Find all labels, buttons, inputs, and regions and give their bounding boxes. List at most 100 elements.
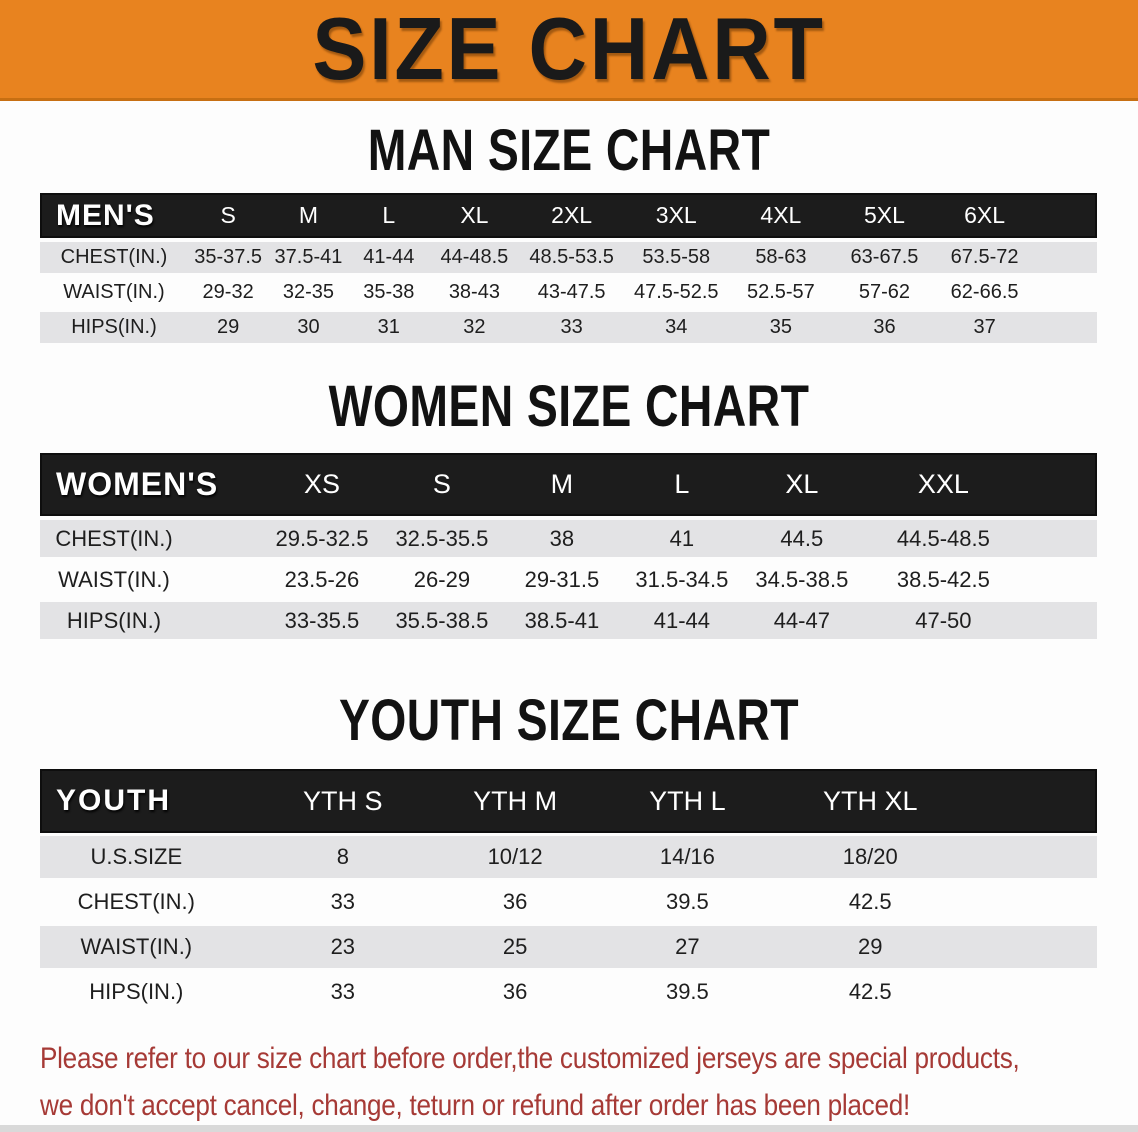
row-label-cell: CHEST(IN.) <box>77 889 195 914</box>
men-size-table: MEN'S S M L XL 2XL 3XL 4XL 5XL 6XL CHEST(IN.) 35-37… <box>40 193 1097 343</box>
size-value-cell: 27 <box>675 934 700 959</box>
size-value-cell: 35-38 <box>363 281 415 303</box>
size-value-cell: 53.5-58 <box>642 246 711 268</box>
order-notice: Please refer to our size chart before or… <box>40 1035 1138 1129</box>
size-column-header: 6XL <box>964 202 1006 228</box>
size-column-header: 5XL <box>864 202 905 228</box>
size-value-cell: 44.5 <box>780 525 824 551</box>
size-column-header: YTH XL <box>822 785 918 816</box>
table-name-cell: YOUTH <box>56 784 171 817</box>
size-value-cell: 25 <box>502 934 528 959</box>
size-column-header: XL <box>460 202 489 228</box>
notice-line-2: we don't accept cancel, change, teturn o… <box>40 1089 910 1122</box>
size-value-cell: 37.5-41 <box>274 246 343 268</box>
size-value-cell: 33 <box>560 316 583 338</box>
size-value-cell: 26-29 <box>413 566 471 592</box>
size-value-cell: 35 <box>769 316 793 338</box>
size-value-cell: 35-37.5 <box>194 246 263 268</box>
women-size-section: WOMEN SIZE CHART WOMEN'S XS S M L XL XXL CHEST(… <box>0 375 1138 639</box>
size-value-cell: 42.5 <box>848 979 892 1004</box>
row-label-cell: U.S.SIZE <box>90 844 183 869</box>
size-value-cell: 33 <box>330 979 356 1004</box>
size-value-cell: 38-43 <box>448 281 500 303</box>
size-value-cell: 32.5-35.5 <box>395 525 489 551</box>
table-row: CHEST(IN.) 29.5-32.5 32.5-35.5 38 41 44.5 44.5… <box>40 520 1097 557</box>
table-header-row: YOUTH YTH S YTH M YTH L YTH XL <box>40 769 1097 833</box>
size-value-cell: 29.5-32.5 <box>275 525 369 551</box>
table-row: U.S.SIZE 8 10/12 14/16 18/20 <box>40 836 1097 878</box>
size-value-cell: 39.5 <box>665 979 709 1004</box>
bottom-strip <box>0 1125 1138 1132</box>
size-value-cell: 14/16 <box>659 844 715 869</box>
size-column-header: XXL <box>917 469 969 499</box>
table-name-cell: MEN'S <box>56 198 155 232</box>
size-value-cell: 32-35 <box>282 281 335 303</box>
size-value-cell: 34.5-38.5 <box>755 566 849 592</box>
size-column-header: L <box>382 202 396 228</box>
row-label-cell: WAIST(IN.) <box>58 566 170 592</box>
size-value-cell: 36 <box>873 316 896 338</box>
size-value-cell: 36 <box>502 979 528 1004</box>
size-column-header: S <box>220 202 236 228</box>
size-column-header: M <box>298 202 319 228</box>
size-value-cell: 41-44 <box>653 607 710 633</box>
size-column-header: YTH S <box>303 785 383 816</box>
size-value-cell: 67.5-72 <box>950 246 1019 268</box>
size-value-cell: 48.5-53.5 <box>529 246 614 268</box>
size-column-header: XS <box>303 469 340 499</box>
table-row: HIPS(IN.) 33-35.5 35.5-38.5 38.5-41 41-44 44-… <box>40 602 1097 639</box>
size-column-header: L <box>674 469 690 499</box>
size-value-cell: 29-31.5 <box>524 566 600 592</box>
size-value-cell: 33 <box>330 889 356 914</box>
size-value-cell: 42.5 <box>848 889 892 914</box>
size-value-cell: 33-35.5 <box>284 607 360 633</box>
row-label-cell: HIPS(IN.) <box>66 607 162 633</box>
youth-section-title: YOUTH SIZE CHART <box>338 688 800 753</box>
size-value-cell: 29 <box>857 934 883 959</box>
banner: SIZE CHART <box>0 0 1138 101</box>
size-value-cell: 44.5-48.5 <box>896 525 990 551</box>
row-label-cell: HIPS(IN.) <box>89 979 184 1004</box>
size-value-cell: 41 <box>669 525 695 551</box>
size-value-cell: 8 <box>336 844 349 869</box>
table-row: HIPS(IN.) 33 36 39.5 42.5 <box>40 971 1097 1013</box>
youth-size-table: YOUTH YTH S YTH M YTH L YTH XL U.S.SIZE 8 10/12… <box>40 769 1097 1013</box>
table-row: CHEST(IN.) 33 36 39.5 42.5 <box>40 881 1097 923</box>
women-section-title: WOMEN SIZE CHART <box>328 374 810 439</box>
row-label-cell: CHEST(IN.) <box>60 246 168 268</box>
table-name-cell: WOMEN'S <box>56 466 219 502</box>
table-row: WAIST(IN.) 23 25 27 29 <box>40 926 1097 968</box>
size-column-header: XL <box>785 469 819 499</box>
size-column-header: 3XL <box>655 202 697 228</box>
size-value-cell: 38 <box>549 525 575 551</box>
notice-line-1: Please refer to our size chart before or… <box>40 1042 1020 1075</box>
size-column-header: S <box>432 469 451 499</box>
size-value-cell: 41-44 <box>363 246 415 268</box>
women-size-table: WOMEN'S XS S M L XL XXL CHEST(IN.) 29.5-32.5 32.5… <box>40 453 1097 639</box>
size-value-cell: 47.5-52.5 <box>634 281 719 303</box>
size-value-cell: 35.5-38.5 <box>395 607 489 633</box>
size-column-header: YTH L <box>649 785 726 816</box>
table-row: HIPS(IN.) 29 30 31 32 33 34 35 36 37 <box>40 312 1097 343</box>
size-value-cell: 29 <box>217 316 240 338</box>
row-label-cell: WAIST(IN.) <box>63 281 165 303</box>
size-value-cell: 43-47.5 <box>537 281 606 303</box>
size-column-header: YTH M <box>473 785 558 816</box>
table-row: CHEST(IN.) 35-37.5 37.5-41 41-44 44-48.5 48.5… <box>40 242 1097 273</box>
size-value-cell: 34 <box>665 316 688 338</box>
size-column-header: 4XL <box>760 202 802 228</box>
size-value-cell: 31.5-34.5 <box>635 566 729 592</box>
size-value-cell: 37 <box>973 316 996 338</box>
size-value-cell: 57-62 <box>858 281 911 303</box>
size-value-cell: 58-63 <box>755 246 807 268</box>
size-value-cell: 44-48.5 <box>440 246 509 268</box>
size-value-cell: 47-50 <box>915 607 972 633</box>
size-value-cell: 29-32 <box>202 281 254 303</box>
size-value-cell: 23 <box>330 934 356 959</box>
table-row: WAIST(IN.) 29-32 32-35 35-38 38-43 43-47.5 47.… <box>40 277 1097 308</box>
size-value-cell: 39.5 <box>665 889 709 914</box>
size-value-cell: 30 <box>297 316 320 338</box>
size-column-header: 2XL <box>551 202 593 228</box>
size-value-cell: 23.5-26 <box>284 566 360 592</box>
